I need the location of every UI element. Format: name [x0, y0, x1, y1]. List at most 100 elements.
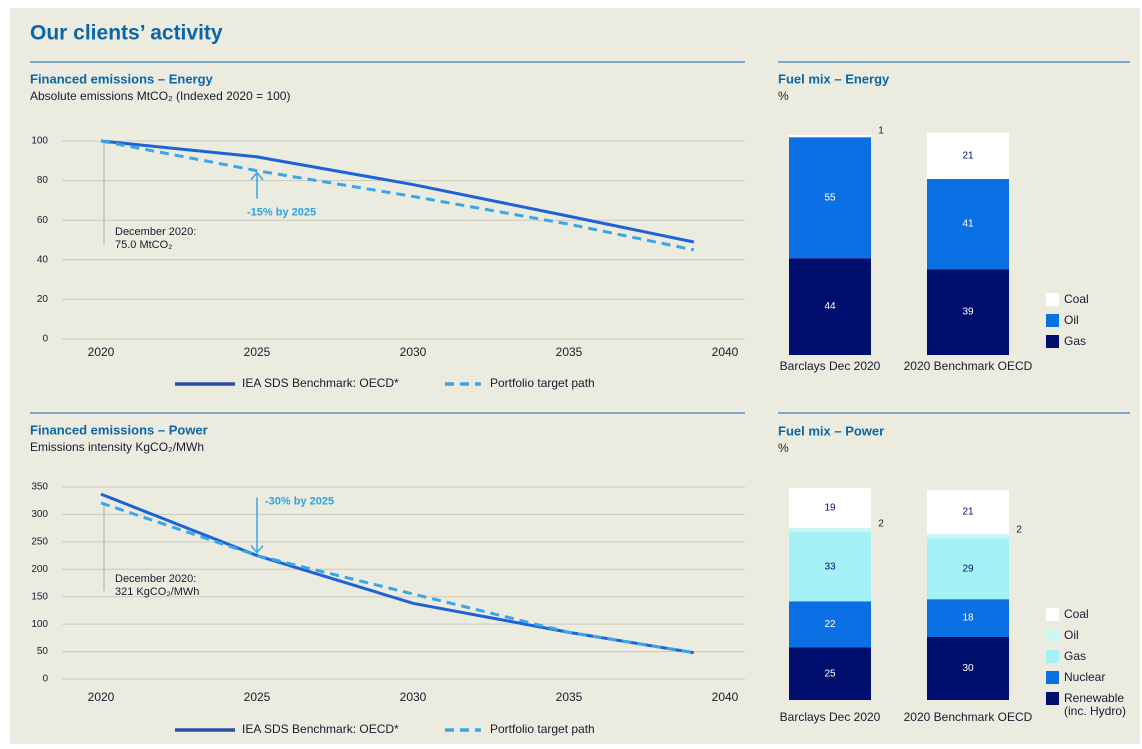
value-label: 44: [824, 301, 836, 312]
series-line: [100, 139, 695, 252]
legend-swatch: [1046, 650, 1059, 663]
legend-label: Renewable (inc. Hydro): [1064, 691, 1127, 718]
chart-subtitle: %: [778, 89, 789, 103]
x-tick-label: 2020 Benchmark OECD: [904, 359, 1033, 373]
legend-label: IEA SDS Benchmark: OECD*: [242, 376, 399, 390]
chart-title: Financed emissions – Energy: [30, 71, 214, 86]
bar-segment: [789, 137, 871, 259]
legend-label: Gas: [1064, 649, 1087, 663]
chart-subtitle: %: [778, 441, 789, 455]
bar-segment: [927, 599, 1009, 637]
arrow-head: [250, 171, 264, 181]
y-tick-label: 60: [37, 215, 49, 226]
legend-label: Nuclear: [1064, 670, 1106, 684]
legend-label: Oil: [1064, 313, 1079, 327]
bar-segment: [927, 637, 1009, 700]
y-tick-label: 20: [37, 294, 49, 305]
x-tick-label: 2020 Benchmark OECD: [904, 710, 1033, 724]
annotation: 321 KgCO₂/MWh: [115, 586, 199, 598]
legend-label: Portfolio target path: [490, 722, 595, 736]
bar-segment: [927, 534, 1009, 539]
x-tick-label: Barclays Dec 2020: [780, 359, 881, 373]
legend-label: IEA SDS Benchmark: OECD*: [242, 722, 399, 736]
y-tick-label: 0: [42, 674, 48, 685]
bar-segment: [789, 647, 871, 700]
value-label: 21: [962, 507, 974, 518]
bar-segment: [927, 269, 1009, 355]
legend-swatch: [1046, 671, 1059, 684]
value-label: 18: [962, 613, 974, 624]
chart-title: Fuel mix – Power: [778, 423, 884, 438]
legend-swatch: [1046, 692, 1059, 705]
legend-swatch: [1046, 608, 1059, 621]
chart-title: Fuel mix – Energy: [778, 71, 890, 86]
legend-swatch: [1046, 629, 1059, 642]
x-tick-label: 2025: [244, 690, 271, 704]
x-tick-label: 2020: [88, 690, 115, 704]
value-label: 39: [962, 307, 974, 318]
x-tick-label: 2035: [556, 345, 583, 359]
x-tick-label: 2025: [244, 345, 271, 359]
value-label: 55: [824, 192, 836, 203]
y-tick-label: 250: [31, 536, 48, 547]
dashboard: Our clients’ activity Financed emissions…: [30, 22, 1130, 736]
y-tick-label: 0: [42, 334, 48, 345]
value-label: 19: [824, 502, 836, 513]
y-tick-label: 50: [37, 646, 49, 657]
series-line: [100, 139, 695, 244]
value-label: 22: [824, 619, 836, 630]
legend-label: Coal: [1064, 607, 1089, 621]
x-tick-label: 2040: [712, 345, 739, 359]
x-tick-label: 2030: [400, 345, 427, 359]
value-label: 33: [824, 561, 836, 572]
bar-segment: [927, 490, 1009, 535]
bar-segment: [927, 132, 1009, 179]
x-tick-label: Barclays Dec 2020: [780, 710, 881, 724]
legend-label: Coal: [1064, 292, 1089, 306]
bar-segment: [789, 487, 871, 528]
arrow-head: [250, 545, 264, 554]
y-tick-label: 300: [31, 509, 48, 520]
annotation: December 2020:: [115, 226, 196, 238]
annotation: December 2020:: [115, 573, 196, 585]
series-line: [100, 501, 695, 655]
y-tick-label: 350: [31, 482, 48, 493]
value-label: 21: [962, 151, 974, 162]
annotation: -15% by 2025: [247, 207, 316, 219]
page: Our clients’ activity Financed emissions…: [10, 8, 1140, 744]
x-tick-label: 2020: [88, 345, 115, 359]
y-tick-label: 200: [31, 564, 48, 575]
x-tick-label: 2030: [400, 690, 427, 704]
bar-segment: [789, 135, 871, 138]
value-label: 2: [1016, 525, 1022, 536]
legend-swatch: [1046, 314, 1059, 327]
annotation: -30% by 2025: [265, 495, 334, 507]
bar-segment: [789, 258, 871, 355]
value-label: 1: [878, 126, 884, 137]
y-tick-label: 100: [31, 619, 48, 630]
value-label: 2: [878, 518, 884, 529]
bar-segment: [927, 538, 1009, 600]
y-tick-label: 150: [31, 591, 48, 602]
legend-label: Gas: [1064, 334, 1087, 348]
value-label: 41: [962, 219, 974, 230]
legend-label: Oil: [1064, 628, 1079, 642]
annotation: 75.0 MtCO₂: [115, 239, 172, 251]
chart-title: Financed emissions – Power: [30, 422, 208, 437]
value-label: 30: [962, 663, 974, 674]
legend-swatch: [1046, 335, 1059, 348]
page-title: Our clients’ activity: [30, 22, 223, 45]
bar-segment: [789, 532, 871, 602]
bar-segment: [789, 527, 871, 532]
x-tick-label: 2040: [712, 690, 739, 704]
legend-label: Portfolio target path: [490, 376, 595, 390]
y-tick-label: 80: [37, 175, 49, 186]
x-tick-label: 2035: [556, 690, 583, 704]
bar-segment: [789, 601, 871, 648]
y-tick-label: 40: [37, 254, 49, 265]
value-label: 25: [824, 668, 836, 679]
chart-subtitle: Emissions intensity KgCO₂/MWh: [30, 440, 204, 454]
chart-subtitle: Absolute emissions MtCO₂ (Indexed 2020 =…: [30, 89, 290, 103]
bar-segment: [927, 179, 1009, 270]
y-tick-label: 100: [31, 136, 48, 147]
